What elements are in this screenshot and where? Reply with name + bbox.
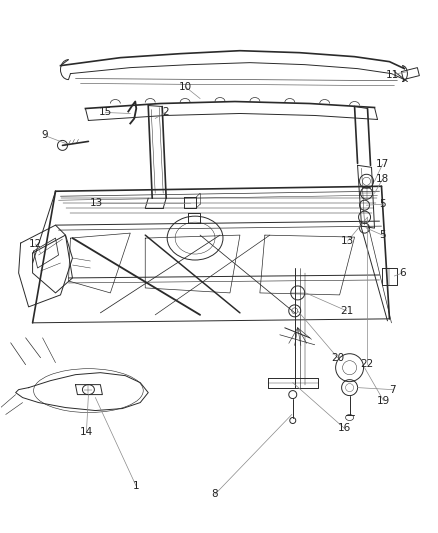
Text: 12: 12 <box>29 239 42 249</box>
Text: 13: 13 <box>89 198 103 208</box>
Text: 21: 21 <box>339 306 353 316</box>
Text: 16: 16 <box>337 424 350 433</box>
Text: 15: 15 <box>99 108 112 117</box>
Text: 20: 20 <box>330 353 343 363</box>
Text: 14: 14 <box>80 427 93 438</box>
Text: 19: 19 <box>376 395 389 406</box>
Text: 8: 8 <box>211 489 218 499</box>
Text: 11: 11 <box>385 70 398 79</box>
Text: 7: 7 <box>388 385 395 394</box>
Text: 5: 5 <box>378 230 385 240</box>
Text: 1: 1 <box>133 481 139 491</box>
Text: 5: 5 <box>378 199 385 209</box>
Text: 18: 18 <box>375 174 388 184</box>
Text: 2: 2 <box>162 108 168 117</box>
Text: 13: 13 <box>340 236 353 246</box>
Text: 6: 6 <box>398 268 405 278</box>
Text: 22: 22 <box>359 359 372 369</box>
Text: 9: 9 <box>41 131 48 140</box>
Text: 10: 10 <box>178 82 191 92</box>
Text: 17: 17 <box>375 159 388 169</box>
